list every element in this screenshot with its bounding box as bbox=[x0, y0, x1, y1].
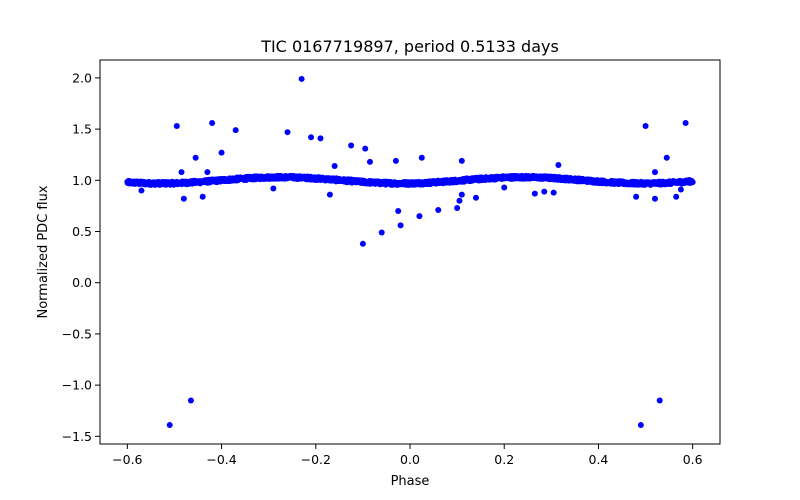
outlier-point bbox=[656, 397, 663, 404]
outlier-point bbox=[397, 222, 404, 229]
data-point bbox=[689, 179, 696, 186]
outlier-point bbox=[366, 158, 373, 165]
outlier-point bbox=[555, 161, 562, 168]
x-tick-label: 0.2 bbox=[494, 452, 514, 467]
outlier-point bbox=[637, 422, 644, 429]
outlier-point bbox=[359, 240, 366, 247]
outlier-point bbox=[232, 127, 239, 134]
outlier-point bbox=[458, 157, 465, 164]
outlier-point bbox=[531, 190, 538, 197]
outlier-point bbox=[651, 195, 658, 202]
chart-title: TIC 0167719897, period 0.5133 days bbox=[260, 37, 559, 56]
x-tick-label: −0.2 bbox=[301, 452, 331, 467]
outlier-point bbox=[270, 185, 277, 192]
y-tick-label: 0.0 bbox=[72, 275, 92, 290]
outlier-point bbox=[284, 129, 291, 136]
outlier-point bbox=[218, 149, 225, 156]
outlier-point bbox=[378, 229, 385, 236]
x-tick-label: 0.6 bbox=[683, 452, 703, 467]
outlier-point bbox=[178, 169, 185, 176]
x-tick-label: −0.6 bbox=[112, 452, 142, 467]
y-tick-label: 0.5 bbox=[72, 224, 92, 239]
y-tick-label: 1.5 bbox=[72, 122, 92, 137]
outlier-point bbox=[392, 157, 399, 164]
outlier-point bbox=[308, 134, 315, 141]
outlier-point bbox=[435, 207, 442, 214]
outlier-point bbox=[458, 191, 465, 198]
outlier-point bbox=[395, 208, 402, 215]
outlier-point bbox=[633, 193, 640, 200]
outlier-point bbox=[298, 75, 305, 82]
outlier-point bbox=[677, 186, 684, 193]
outlier-point bbox=[550, 189, 557, 196]
x-tick-label: 0.0 bbox=[400, 452, 420, 467]
y-tick-label: −1.0 bbox=[62, 378, 92, 393]
outlier-point bbox=[673, 193, 680, 200]
outlier-point bbox=[192, 154, 199, 161]
x-axis-label: Phase bbox=[391, 474, 430, 489]
y-axis-label: Normalized PDC flux bbox=[36, 185, 51, 318]
outlier-point bbox=[472, 194, 479, 201]
outlier-point bbox=[180, 195, 187, 202]
y-tick-label: 1.0 bbox=[72, 173, 92, 188]
outlier-point bbox=[326, 191, 333, 198]
outlier-point bbox=[209, 119, 216, 126]
x-tick-label: −0.4 bbox=[206, 452, 236, 467]
y-tick-label: 2.0 bbox=[72, 70, 92, 85]
y-tick-label: −1.5 bbox=[62, 429, 92, 444]
outlier-point bbox=[501, 184, 508, 191]
outlier-point bbox=[331, 162, 338, 169]
outlier-point bbox=[642, 123, 649, 130]
x-axis: −0.6 −0.4 −0.2 0.0 0.2 0.4 0.6 bbox=[112, 444, 703, 467]
y-axis: −1.5 −1.0 −0.5 0.0 0.5 1.0 1.5 2.0 bbox=[62, 70, 100, 444]
outlier-point bbox=[663, 154, 670, 161]
outlier-point bbox=[682, 119, 689, 126]
outlier-point bbox=[166, 422, 173, 429]
outlier-point bbox=[199, 193, 206, 200]
outlier-point bbox=[173, 123, 180, 130]
outlier-point bbox=[541, 188, 548, 195]
outlier-point bbox=[456, 197, 463, 204]
outlier-point bbox=[317, 135, 324, 142]
outlier-point bbox=[454, 204, 461, 211]
outlier-point bbox=[187, 397, 194, 404]
outlier-point bbox=[348, 142, 355, 149]
outlier-point bbox=[416, 213, 423, 220]
y-tick-label: −0.5 bbox=[62, 326, 92, 341]
outlier-point bbox=[204, 169, 211, 176]
outlier-point bbox=[418, 154, 425, 161]
outlier-point bbox=[651, 169, 658, 176]
x-tick-label: 0.4 bbox=[589, 452, 609, 467]
outlier-point bbox=[362, 145, 369, 152]
data-points bbox=[124, 75, 696, 429]
outlier-point bbox=[138, 187, 145, 194]
